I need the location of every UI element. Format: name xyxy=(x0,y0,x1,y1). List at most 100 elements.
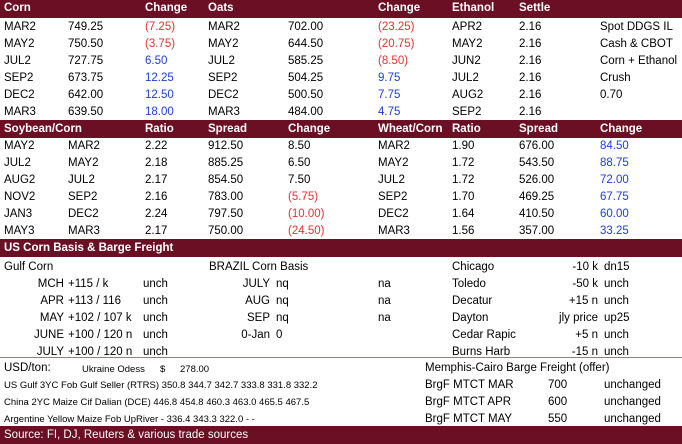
corn-month: DEC2 xyxy=(68,208,99,220)
soy-corn-spread: 797.50 xyxy=(208,208,244,220)
soy-month: JAN3 xyxy=(4,208,33,220)
gulf-basis: +102 / 107 k xyxy=(68,312,132,324)
city-change: unch xyxy=(604,278,629,290)
barge-month: BrgF MTCT MAY xyxy=(425,413,513,425)
oats-change: 9.75 xyxy=(378,72,401,84)
ddgs-note: 0.70 xyxy=(600,89,623,101)
oats-change-header: Change xyxy=(378,2,421,14)
divider xyxy=(0,357,682,358)
barge-month: BrgF MTCT MAR xyxy=(425,379,514,391)
corn-month: JUL2 xyxy=(4,55,31,67)
wheat-month: MAY2 xyxy=(378,157,409,169)
corn-change: (7.25) xyxy=(145,21,176,33)
gulf-change: unch xyxy=(143,346,168,358)
corn-month: JUL2 xyxy=(68,174,95,186)
city-change: up25 xyxy=(604,312,630,324)
gulf-change: unch xyxy=(143,278,168,290)
ddgs-note: Spot DDGS IL xyxy=(600,21,673,33)
gulf-month: APR xyxy=(40,295,64,307)
soy-corn-ratio: 2.17 xyxy=(145,174,168,186)
soy-corn-change: 7.50 xyxy=(288,174,311,186)
city-change: unch xyxy=(604,329,629,341)
wheat-month: SEP2 xyxy=(378,191,408,203)
gulf-change: unch xyxy=(143,329,168,341)
source-note: Source: FI, DJ, Reuters & various trade … xyxy=(4,429,249,441)
oats-change: (8.50) xyxy=(378,55,409,67)
gulf-basis: +100 / 120 n xyxy=(68,346,133,358)
city-basis: +15 n xyxy=(568,295,598,307)
brazil-month: JULY xyxy=(242,278,270,290)
soy-month: MAY2 xyxy=(4,140,35,152)
soy-month: MAY3 xyxy=(4,225,35,237)
soy-corn-ratio: 2.16 xyxy=(145,191,168,203)
ethanol-month: MAY2 xyxy=(452,38,483,50)
city-name: Burns Harb xyxy=(452,346,511,358)
spreads-header-band xyxy=(0,120,682,138)
wheat-corn-ratio: 1.70 xyxy=(452,191,475,203)
city-change: unch xyxy=(604,346,629,358)
odessa-value: 278.00 xyxy=(180,364,210,375)
city-name: Cedar Rapic xyxy=(452,329,516,341)
wheat-corn-ratio: 1.72 xyxy=(452,174,475,186)
oats-header: Oats xyxy=(208,2,234,14)
wheat-corn-spread: 526.00 xyxy=(519,174,555,186)
wheat-corn-ratio: 1.90 xyxy=(452,140,475,152)
wheat-corn-change: 88.75 xyxy=(600,157,629,169)
oats-month: DEC2 xyxy=(208,89,239,101)
brazil-month: 0-Jan xyxy=(241,329,270,341)
city-name: Decatur xyxy=(452,295,493,307)
wheat-change-header: Change xyxy=(600,123,643,135)
corn-price: 749.25 xyxy=(68,21,104,33)
corn-header: Corn xyxy=(4,2,31,14)
soy-corn-ratio: 2.18 xyxy=(145,157,168,169)
ethanol-settle: 2.16 xyxy=(519,21,542,33)
wheat-spread-header: Spread xyxy=(519,123,558,135)
corn-price: 639.50 xyxy=(68,106,104,118)
barge-change: unchanged xyxy=(604,413,661,425)
soy-month: JUL2 xyxy=(4,157,31,169)
ethanol-month: SEP2 xyxy=(452,106,482,118)
soy-corn-spread: 750.00 xyxy=(208,225,244,237)
soy-corn-change: (24.50) xyxy=(288,225,325,237)
city-name: Toledo xyxy=(452,278,486,290)
gulf-basis: +100 / 120 n xyxy=(68,329,133,341)
wheat-corn-change: 67.75 xyxy=(600,191,629,203)
corn-price: 673.75 xyxy=(68,72,104,84)
wheat-corn-change: 72.00 xyxy=(600,174,629,186)
barge-value: 550 xyxy=(548,413,568,425)
gulf-change: unch xyxy=(143,312,168,324)
wheat-ratio-header: Ratio xyxy=(452,123,481,135)
soy-corn-spread: 912.50 xyxy=(208,140,244,152)
export-price-row: China 2YC Maize Cif Dalian (DCE) 446.8 4… xyxy=(4,397,310,408)
ddgs-note: Crush xyxy=(600,72,631,84)
soy-corn-change: (10.00) xyxy=(288,208,325,220)
wheat-month: MAR2 xyxy=(378,140,410,152)
ethanol-month: AUG2 xyxy=(452,89,484,101)
oats-price: 585.25 xyxy=(288,55,324,67)
brazil-basis: nq xyxy=(276,278,289,290)
city-basis: -10 k xyxy=(572,261,598,273)
wheat-corn-spread: 410.50 xyxy=(519,208,555,220)
oats-change: 4.75 xyxy=(378,106,401,118)
brazil-month: SEP xyxy=(246,312,270,324)
oats-change: (23.25) xyxy=(378,21,415,33)
wheat-month: MAR3 xyxy=(378,225,410,237)
basis-title: US Corn Basis & Barge Freight xyxy=(4,242,174,254)
wheat-corn-change: 60.00 xyxy=(600,208,629,220)
odessa-currency: $ xyxy=(160,364,166,375)
oats-change: 7.75 xyxy=(378,89,401,101)
corn-change-header: Change xyxy=(145,2,188,14)
soy-corn-spread: 783.00 xyxy=(208,191,244,203)
ratio-header: Ratio xyxy=(145,123,174,135)
settle-header: Settle xyxy=(519,2,551,14)
gulf-month: JULY xyxy=(36,346,64,358)
soy-corn-ratio: 2.22 xyxy=(145,140,168,152)
ethanol-header: Ethanol xyxy=(452,2,495,14)
corn-change: 12.50 xyxy=(145,89,174,101)
ethanol-month: JUL2 xyxy=(452,72,479,84)
spread-header: Spread xyxy=(208,123,247,135)
wheat-corn-spread: 469.25 xyxy=(519,191,555,203)
wheat-month: JUL2 xyxy=(378,174,405,186)
brazil-basis: 0 xyxy=(276,329,283,341)
ethanol-month: APR2 xyxy=(452,21,483,33)
